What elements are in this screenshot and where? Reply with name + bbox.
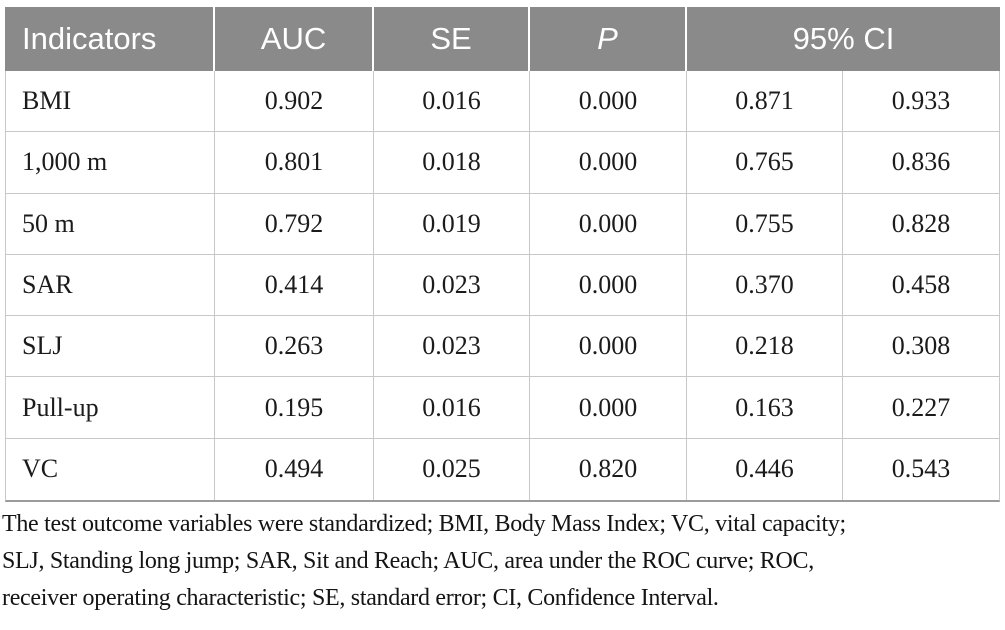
header-95ci: 95% CI [792,21,895,56]
header-indicators: Indicators [5,7,215,71]
cell-ci-low: 0.871 [687,71,843,132]
cell-ci-low: 0.370 [687,254,843,316]
cell-indicator: BMI [6,71,215,132]
table-row: 1,000 m 0.801 0.018 0.000 0.765 0.836 [6,132,999,194]
cell-ci-high: 0.227 [891,392,951,422]
cell-p: 0.000 [530,132,687,193]
cell-auc: 0.195 [215,377,374,438]
table-header-row: Indicators AUC SE P 95% CI [5,7,1000,71]
cell-ci-high: 0.458 [891,270,951,300]
footnote-line: receiver operating characteristic; SE, s… [2,585,719,611]
cell-ci-high: 0.933 [891,86,951,116]
cell-ci-low: 0.218 [687,316,843,377]
cell-indicator: SLJ [6,316,215,377]
cell-p: 0.000 [530,193,687,254]
results-table: Indicators AUC SE P 95% CI BMI 0.902 0.0… [5,7,1000,503]
cell-ci-high: 0.308 [891,331,951,361]
cell-se: 0.023 [374,316,530,377]
cell-auc: 0.792 [215,193,374,254]
cell-indicator: 1,000 m [6,132,215,193]
cell-p: 0.000 [530,254,687,316]
cell-se: 0.023 [374,254,530,316]
cell-ci-high: 0.836 [891,147,951,177]
cell-indicator: Pull-up [6,377,215,438]
cell-ci-low: 0.446 [687,438,843,501]
cell-se: 0.025 [374,438,530,501]
table-row: SLJ 0.263 0.023 0.000 0.218 0.308 [6,316,999,378]
cell-ci-low: 0.755 [687,193,843,254]
cell-indicator: VC [6,438,215,501]
table-footnote: The test outcome variables were standard… [2,506,1005,617]
cell-se: 0.016 [374,71,530,132]
header-se: SE [374,7,530,71]
cell-indicator: 50 m [6,193,215,254]
cell-p: 0.000 [530,71,687,132]
cell-se: 0.016 [374,377,530,438]
table-row: VC 0.494 0.025 0.820 0.446 0.543 [6,438,999,501]
cell-se: 0.019 [374,193,530,254]
cell-auc: 0.263 [215,316,374,377]
cell-ci-low: 0.765 [687,132,843,193]
cell-auc: 0.414 [215,254,374,316]
table-body: BMI 0.902 0.016 0.000 0.871 0.933 1,000 … [5,71,1000,503]
cell-se: 0.018 [374,132,530,193]
cell-auc: 0.902 [215,71,374,132]
cell-auc: 0.801 [215,132,374,193]
table-row: BMI 0.902 0.016 0.000 0.871 0.933 [6,71,999,133]
table-row: 50 m 0.792 0.019 0.000 0.755 0.828 [6,193,999,255]
footnote-line: SLJ, Standing long jump; SAR, Sit and Re… [2,548,814,574]
cell-indicator: SAR [6,254,215,316]
header-p: P [530,7,687,71]
table-row: Pull-up 0.195 0.016 0.000 0.163 0.227 [6,377,999,439]
cell-ci-low: 0.163 [687,377,843,438]
cell-p: 0.000 [530,377,687,438]
cell-ci-high: 0.543 [891,454,951,484]
footnote-line: The test outcome variables were standard… [2,511,846,537]
table-row: SAR 0.414 0.023 0.000 0.370 0.458 [6,254,999,317]
header-auc: AUC [215,7,374,71]
cell-p: 0.820 [530,438,687,501]
cell-auc: 0.494 [215,438,374,501]
cell-p: 0.000 [530,316,687,377]
cell-ci-high: 0.828 [891,208,951,238]
